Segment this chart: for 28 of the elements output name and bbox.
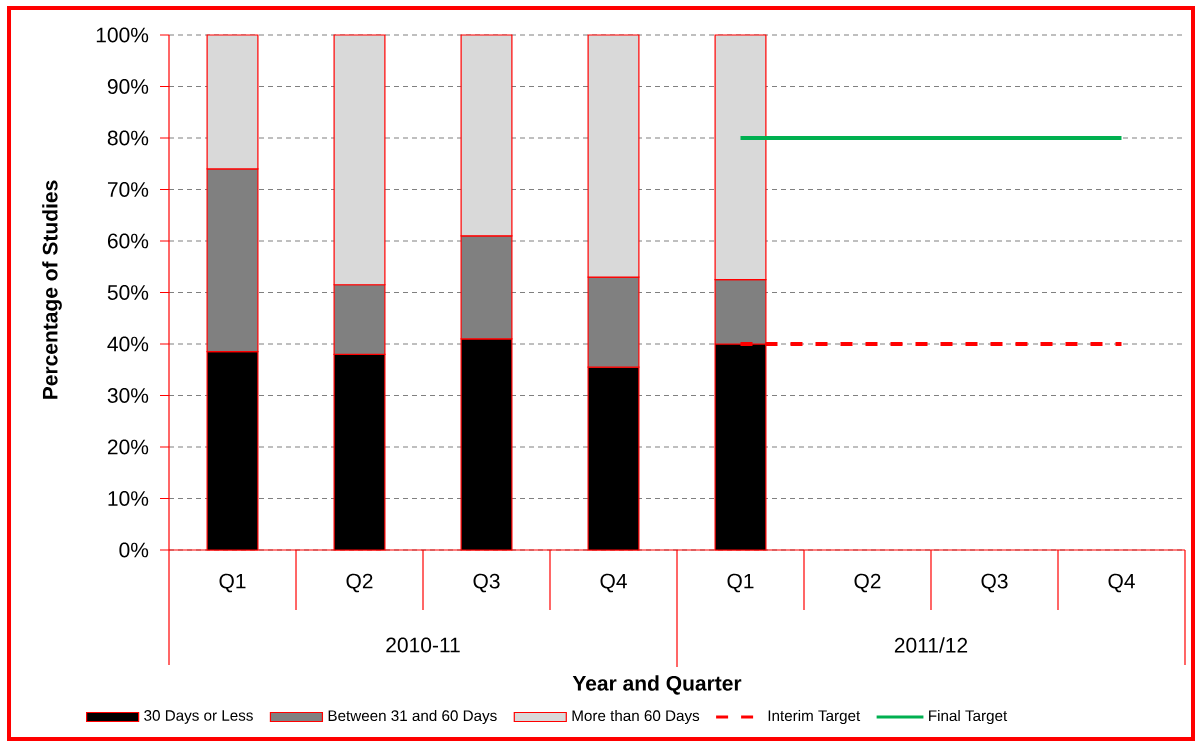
- x-tick-label: Q1: [727, 573, 754, 593]
- x-tick-label: Q2: [346, 573, 373, 593]
- y-axis-title: Percentage of Studies: [42, 180, 62, 399]
- text: 2011/12: [894, 637, 968, 653]
- legend-label: Final Target: [929, 709, 1008, 725]
- x-tick-label: Q4: [1108, 573, 1135, 593]
- y-tick-label: 10%: [108, 491, 149, 506]
- x-tick-label: Q3: [473, 573, 500, 593]
- x-axis-title: Year and Quarter: [572, 675, 742, 695]
- y-tick-label: 50%: [107, 285, 149, 300]
- y-tick-label: 20%: [107, 439, 149, 455]
- y-tick-label: 60%: [107, 233, 149, 249]
- y-tick-label: 30%: [107, 388, 149, 403]
- legend-label: Interim Target: [768, 709, 861, 725]
- y-tick-label: 70%: [107, 182, 149, 197]
- x-tick-label: Q1: [219, 573, 246, 593]
- y-tick-label: 90%: [107, 79, 149, 94]
- y-tick-label: 100%: [96, 27, 149, 43]
- legend-label: More than 60 Days: [572, 709, 700, 725]
- y-tick-label: 80%: [107, 130, 149, 146]
- legend-label: Between 31 and 60 Days: [328, 709, 497, 725]
- x-tick-label: Q4: [600, 573, 627, 593]
- x-tick-label: Q2: [854, 573, 881, 593]
- text: 2010-11: [386, 637, 460, 653]
- x-tick-label: Q3: [981, 573, 1008, 593]
- legend-label: 30 Days or Less: [144, 710, 253, 724]
- y-tick-label: 40%: [107, 336, 149, 352]
- y-tick-label: 0%: [119, 542, 149, 558]
